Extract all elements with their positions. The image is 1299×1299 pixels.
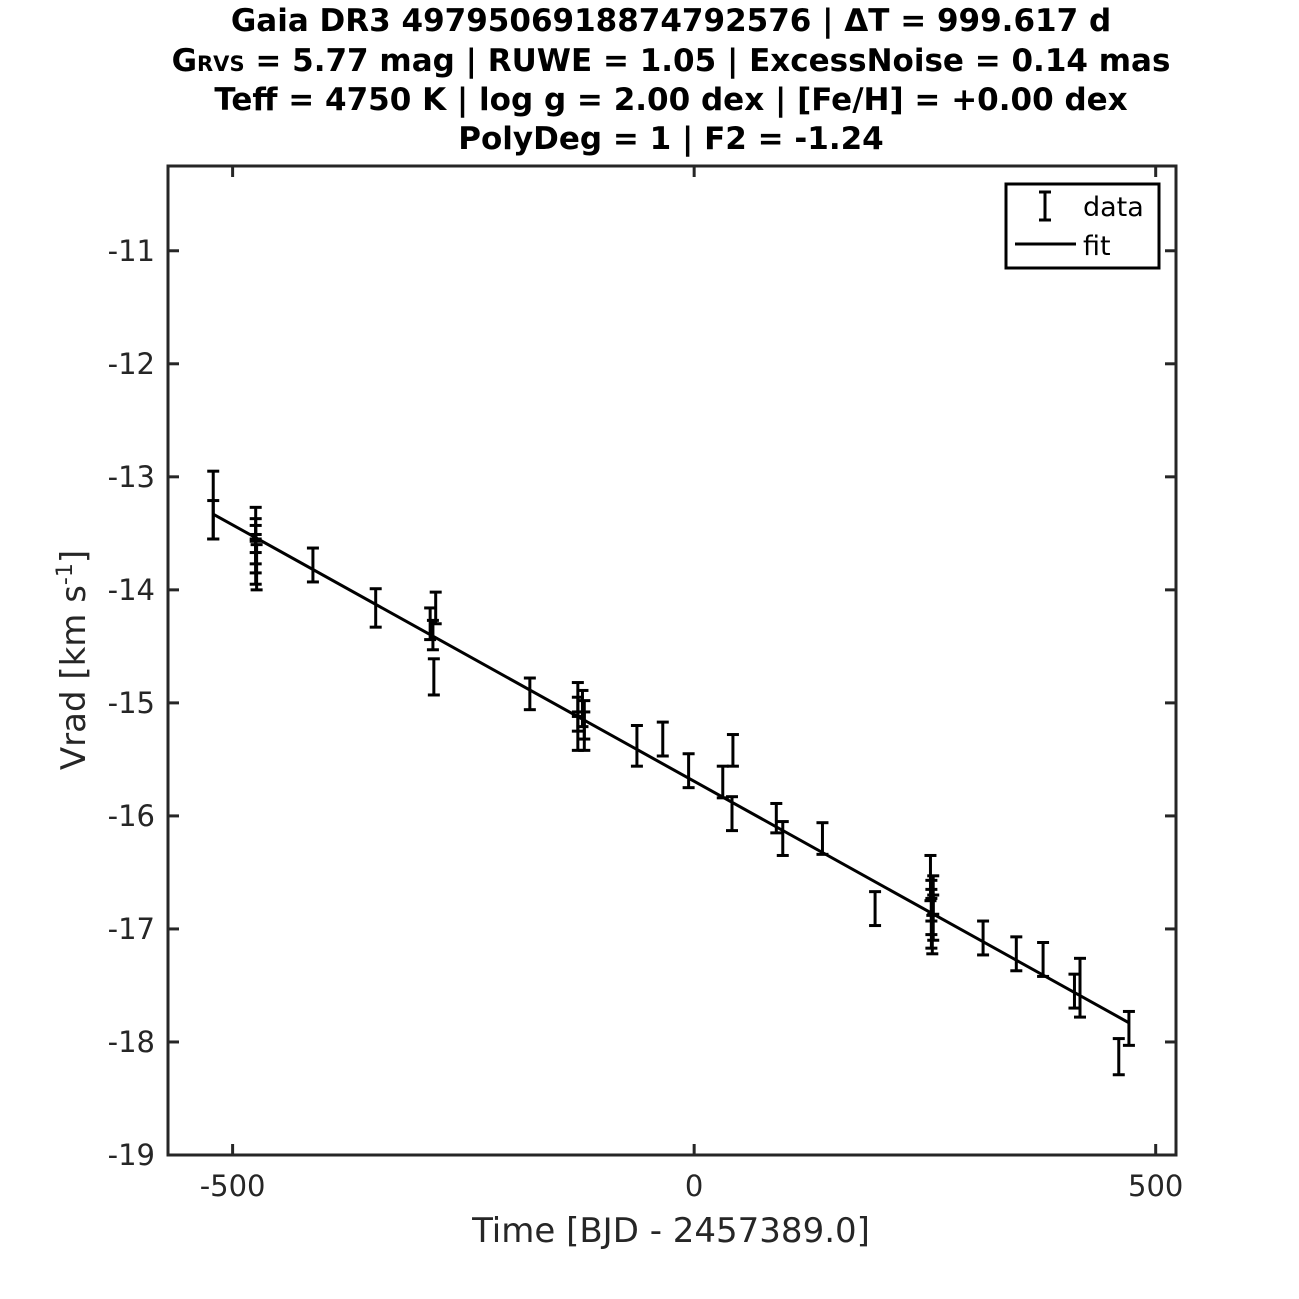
data-point-errorbar	[578, 710, 591, 752]
y-axis-label-sup: -1	[53, 563, 78, 585]
data-point-errorbar	[427, 657, 440, 697]
x-axis-label: Time [BJD - 2457389.0]	[471, 1211, 870, 1251]
y-tick-label: -12	[108, 347, 155, 381]
title-line-1: Gaia DR3 4979506918874792576 | ΔT = 999.…	[231, 3, 1111, 39]
x-tick-label: -500	[200, 1169, 266, 1203]
data-point-errorbar	[726, 795, 738, 833]
data-point-errorbar	[726, 733, 739, 768]
data-point-errorbar	[977, 919, 990, 957]
data-point-errorbar	[207, 499, 220, 541]
y-tick-label: -14	[108, 573, 155, 607]
data-point-errorbar	[716, 764, 729, 800]
title-line-2-prefix: G	[172, 43, 197, 79]
data-point-errorbar	[1074, 956, 1086, 1019]
data-point-errorbar	[1068, 972, 1081, 1010]
data-point-errorbar	[250, 543, 263, 592]
data-point-errorbar	[576, 688, 589, 729]
x-tick-label: 0	[685, 1169, 703, 1203]
legend-label-data: data	[1083, 192, 1144, 223]
data-point-errorbar	[429, 590, 442, 626]
data-point-errorbar	[369, 587, 382, 629]
data-point-errorbar	[869, 890, 882, 928]
title-line-2-rest: = 5.77 mag | RUWE = 1.05 | ExcessNoise =…	[245, 43, 1171, 79]
legend-label-fit: fit	[1083, 231, 1111, 262]
data-point-errorbar	[1010, 935, 1023, 973]
y-tick-labels: -11 -12 -13 -14 -15 -16 -17 -18 -19	[108, 234, 155, 1172]
plot-data	[207, 469, 1135, 1077]
title-line-4: PolyDeg = 1 | F2 = -1.24	[458, 121, 884, 157]
title-line-2: GRVS = 5.77 mag | RUWE = 1.05 | ExcessNo…	[172, 43, 1171, 79]
legend: data fit	[1004, 182, 1161, 270]
data-point-errorbar	[816, 821, 829, 856]
y-tick-label: -13	[108, 460, 155, 494]
y-tick-label: -11	[108, 234, 155, 268]
data-point-errorbar	[306, 546, 319, 584]
data-point-errorbar	[1122, 1009, 1135, 1047]
data-point-errorbar	[770, 801, 783, 835]
data-point-errorbar	[927, 893, 940, 942]
title-line-3: Teff = 4750 K | log g = 2.00 dex | [Fe/H…	[214, 82, 1127, 118]
legend-data-marker	[1039, 190, 1051, 222]
data-point-errorbar	[523, 676, 536, 712]
y-tick-label: -16	[108, 799, 155, 833]
data-point-errorbar	[1037, 941, 1050, 978]
axis-ticks	[168, 166, 1176, 1157]
y-tick-label: -15	[108, 686, 155, 720]
title-line-2-subscript: RVS	[197, 52, 245, 76]
plot-frame	[166, 164, 1178, 1157]
data-point-errorbar	[630, 723, 643, 768]
data-point-errorbar	[656, 720, 669, 758]
fit-line	[212, 512, 1130, 1025]
y-tick-label: -17	[108, 912, 155, 946]
y-axis-label: Vrad [km s-1]	[53, 550, 94, 770]
data-point-errorbar	[776, 820, 789, 857]
y-axis-label-main: Vrad [km s	[54, 585, 94, 770]
y-axis-label-end: ]	[54, 550, 94, 563]
data-point-errorbar	[1112, 1037, 1125, 1077]
data-point-errorbar	[682, 752, 695, 790]
y-tick-label: -18	[108, 1025, 155, 1059]
x-tick-label: 500	[1128, 1169, 1183, 1203]
x-tick-labels: -500 0 500	[200, 1169, 1184, 1203]
y-tick-label: -19	[108, 1138, 155, 1172]
legend-box	[1004, 182, 1161, 270]
chart-title: Gaia DR3 4979506918874792576 | ΔT = 999.…	[172, 3, 1171, 157]
